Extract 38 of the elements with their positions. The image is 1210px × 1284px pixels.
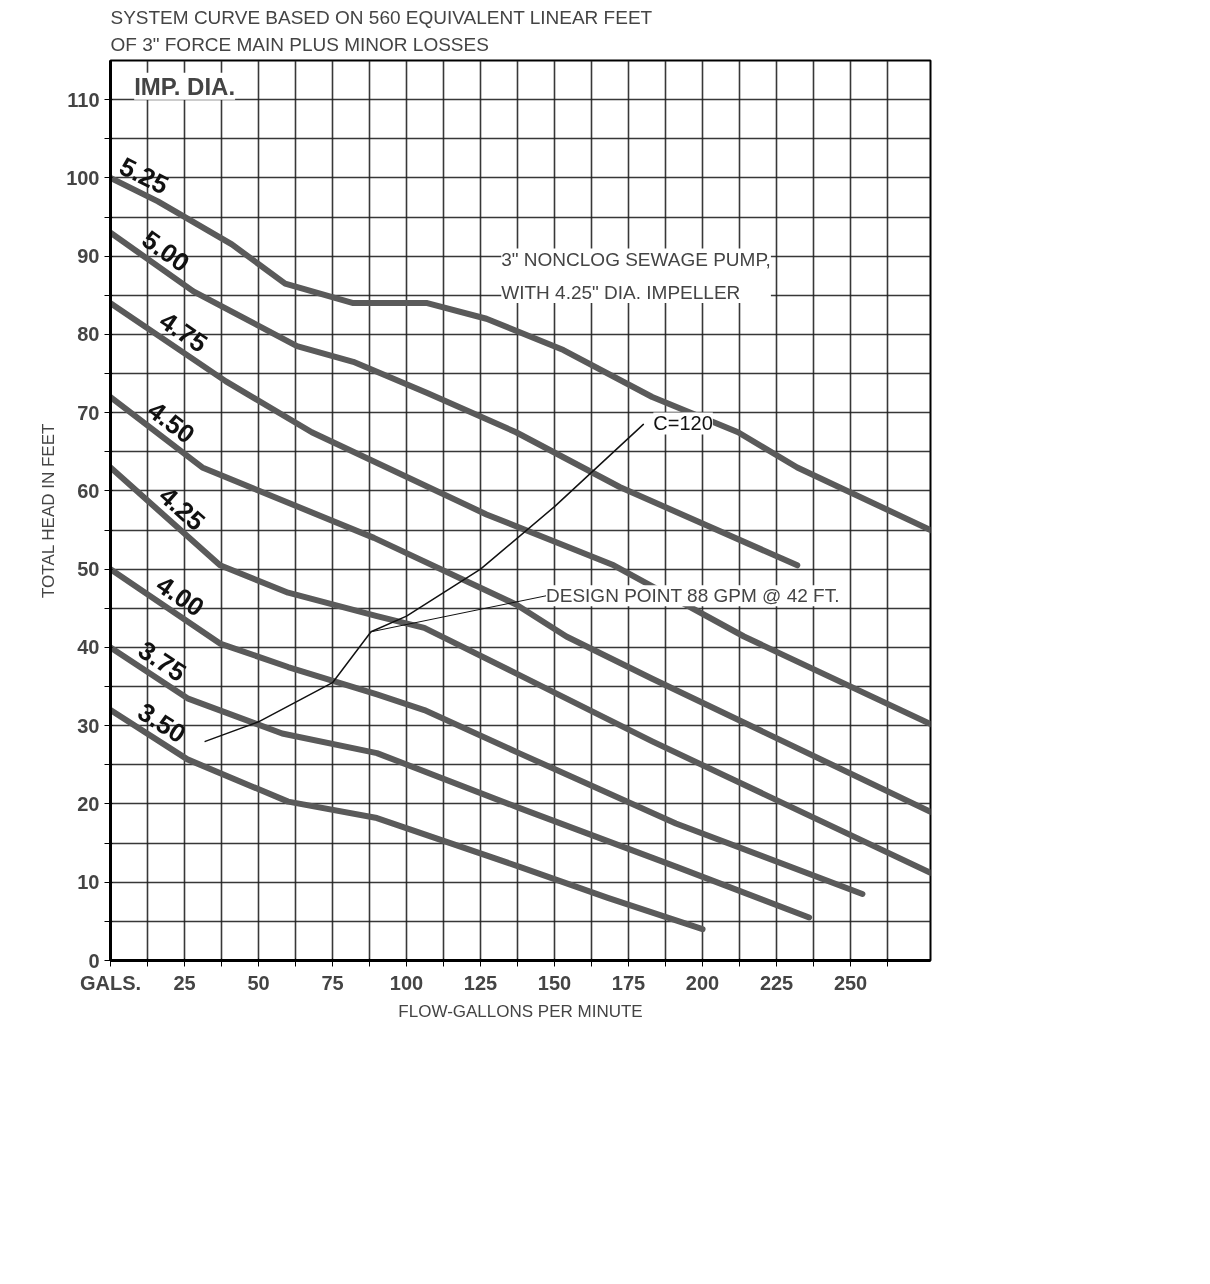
y-tick-label: 30 xyxy=(77,714,100,737)
annotation: DESIGN POINT 88 GPM @ 42 FT. xyxy=(546,585,840,607)
x-tick-label: 150 xyxy=(537,971,572,994)
y-tick-label: 40 xyxy=(77,636,100,659)
text: 3.50 xyxy=(132,696,192,750)
annotation: 3" NONCLOG SEWAGE PUMP, WITH 4.25" DIA. IMPELLER xyxy=(501,248,771,304)
x-tick-label: 225 xyxy=(759,971,794,994)
text: 5.00 xyxy=(136,224,196,278)
x-tick-label: 175 xyxy=(611,971,646,994)
text: 5.25 xyxy=(114,150,174,201)
y-tick-label: 60 xyxy=(77,479,100,502)
y-tick-label: 90 xyxy=(77,245,100,268)
x-tick-label: 200 xyxy=(685,971,720,994)
y-tick-label: 10 xyxy=(77,871,100,894)
x-tick-label: 75 xyxy=(321,971,344,994)
y-tick-label: 110 xyxy=(67,88,100,111)
y-tick-label: 50 xyxy=(77,558,100,581)
text: 4.75 xyxy=(154,305,213,359)
x-tick-label: 100 xyxy=(389,971,424,994)
chart-title: SYSTEM CURVE BASED ON 560 EQUIVALENT LINEAR FEET OF 3" FORCE MAIN PLUS MINOR LOSSES xyxy=(110,7,653,56)
y-tick-label: 80 xyxy=(77,323,100,346)
text: 4.25 xyxy=(153,480,211,537)
y-tick-label: 100 xyxy=(66,166,100,189)
x-tick-label: 125 xyxy=(463,971,498,994)
y-tick-label: 20 xyxy=(77,792,100,815)
text: 4.00 xyxy=(150,569,210,623)
x-tick-label: GALS. xyxy=(79,971,142,994)
x-tick-label: 50 xyxy=(247,971,270,994)
y-axis-title: TOTAL HEAD IN FEET xyxy=(39,423,59,599)
y-tick-label: 0 xyxy=(88,949,100,972)
text: 3.75 xyxy=(132,634,192,688)
x-axis-title: FLOW-GALLONS PER MINUTE xyxy=(398,1001,643,1021)
x-tick-label: 250 xyxy=(833,971,868,994)
y-tick-label: 70 xyxy=(77,401,100,424)
text: 4.50 xyxy=(142,394,201,450)
x-tick-label: 25 xyxy=(173,971,196,994)
annotation: IMP. DIA. xyxy=(134,72,236,100)
series-label: C=120 xyxy=(653,412,713,435)
